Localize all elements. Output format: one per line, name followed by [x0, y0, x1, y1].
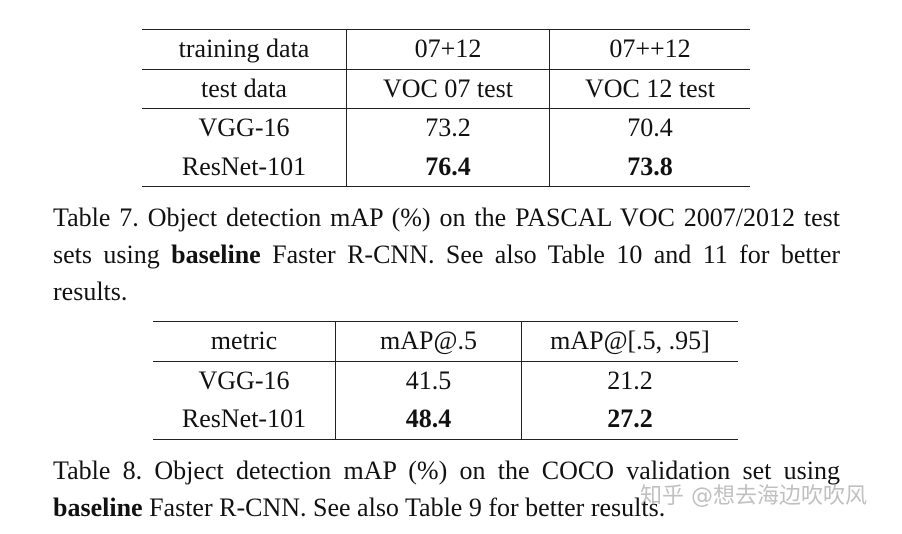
table-7-caption: Table 7. Object detection mAP (%) on the… — [53, 199, 840, 310]
caption-text: Faster R-CNN. See also Table 9 for bette… — [149, 493, 666, 522]
cell: 73.8 — [549, 147, 750, 187]
cell: ResNet-101 — [181, 404, 307, 434]
caption-text: Object detection mAP (%) on the PASCAL V… — [53, 203, 840, 269]
caption-text: Faster R-CNN. See also Table 10 and 11 f… — [53, 240, 841, 306]
header-cell: 07++12 — [549, 29, 750, 69]
caption-bold: baseline — [53, 493, 143, 522]
watermark: 知乎 @想去海边吹吹风 — [640, 484, 867, 509]
caption-label: Table 7. — [53, 203, 139, 232]
best-value: 48.4 — [405, 404, 452, 434]
header-cell: mAP@[.5, .95] — [521, 321, 738, 361]
caption-label: Table 8. — [53, 456, 143, 485]
header-cell: mAP@.5 — [335, 321, 522, 361]
cell: VGG-16 — [142, 108, 347, 148]
cell: ResNet-101 — [181, 151, 307, 181]
table-8-caption: Table 8. Object detection mAP (%) on the… — [53, 452, 840, 526]
table-8: metric mAP@.5 mAP@[.5, .95] VGG-16 41.5 21.2… — [153, 321, 738, 440]
header-cell: VOC 12 test — [549, 68, 750, 109]
header-cell: test data — [142, 68, 347, 109]
header-cell: metric — [210, 326, 278, 356]
cell: 73.2 — [346, 108, 550, 148]
table-row: VGG-16 73.2 70.4 — [142, 108, 750, 148]
table-row: training data 07+12 07++12 — [142, 29, 750, 69]
best-value: 73.8 — [627, 151, 673, 181]
best-value: 76.4 — [425, 151, 471, 181]
cell: 27.2 — [521, 400, 738, 439]
cell: 76.4 — [346, 147, 550, 187]
cell: 70.4 — [549, 108, 750, 148]
table-row: ResNet-101 48.4 27.2 — [153, 400, 738, 439]
header-cell: 07+12 — [346, 29, 550, 69]
caption-bold: baseline — [171, 240, 261, 269]
cell: 48.4 — [335, 400, 522, 439]
header-cell: VOC 07 test — [346, 68, 550, 109]
best-value: 27.2 — [607, 404, 653, 434]
table-row: ResNet-101 76.4 73.8 — [142, 147, 750, 187]
table-row: test data VOC 07 test VOC 12 test — [142, 68, 750, 109]
cell: 21.2 — [521, 360, 738, 400]
cell: 41.5 — [335, 360, 522, 400]
header-cell: training data — [178, 34, 310, 64]
table-row: VGG-16 41.5 21.2 — [153, 360, 738, 400]
table-row: metric mAP@.5 mAP@[.5, .95] — [153, 321, 738, 361]
cell: VGG-16 — [153, 360, 336, 400]
table-7: training data 07+12 07++12 test data VOC 07… — [142, 29, 750, 187]
caption-text: Object detection mAP (%) on the COCO val… — [154, 456, 841, 485]
